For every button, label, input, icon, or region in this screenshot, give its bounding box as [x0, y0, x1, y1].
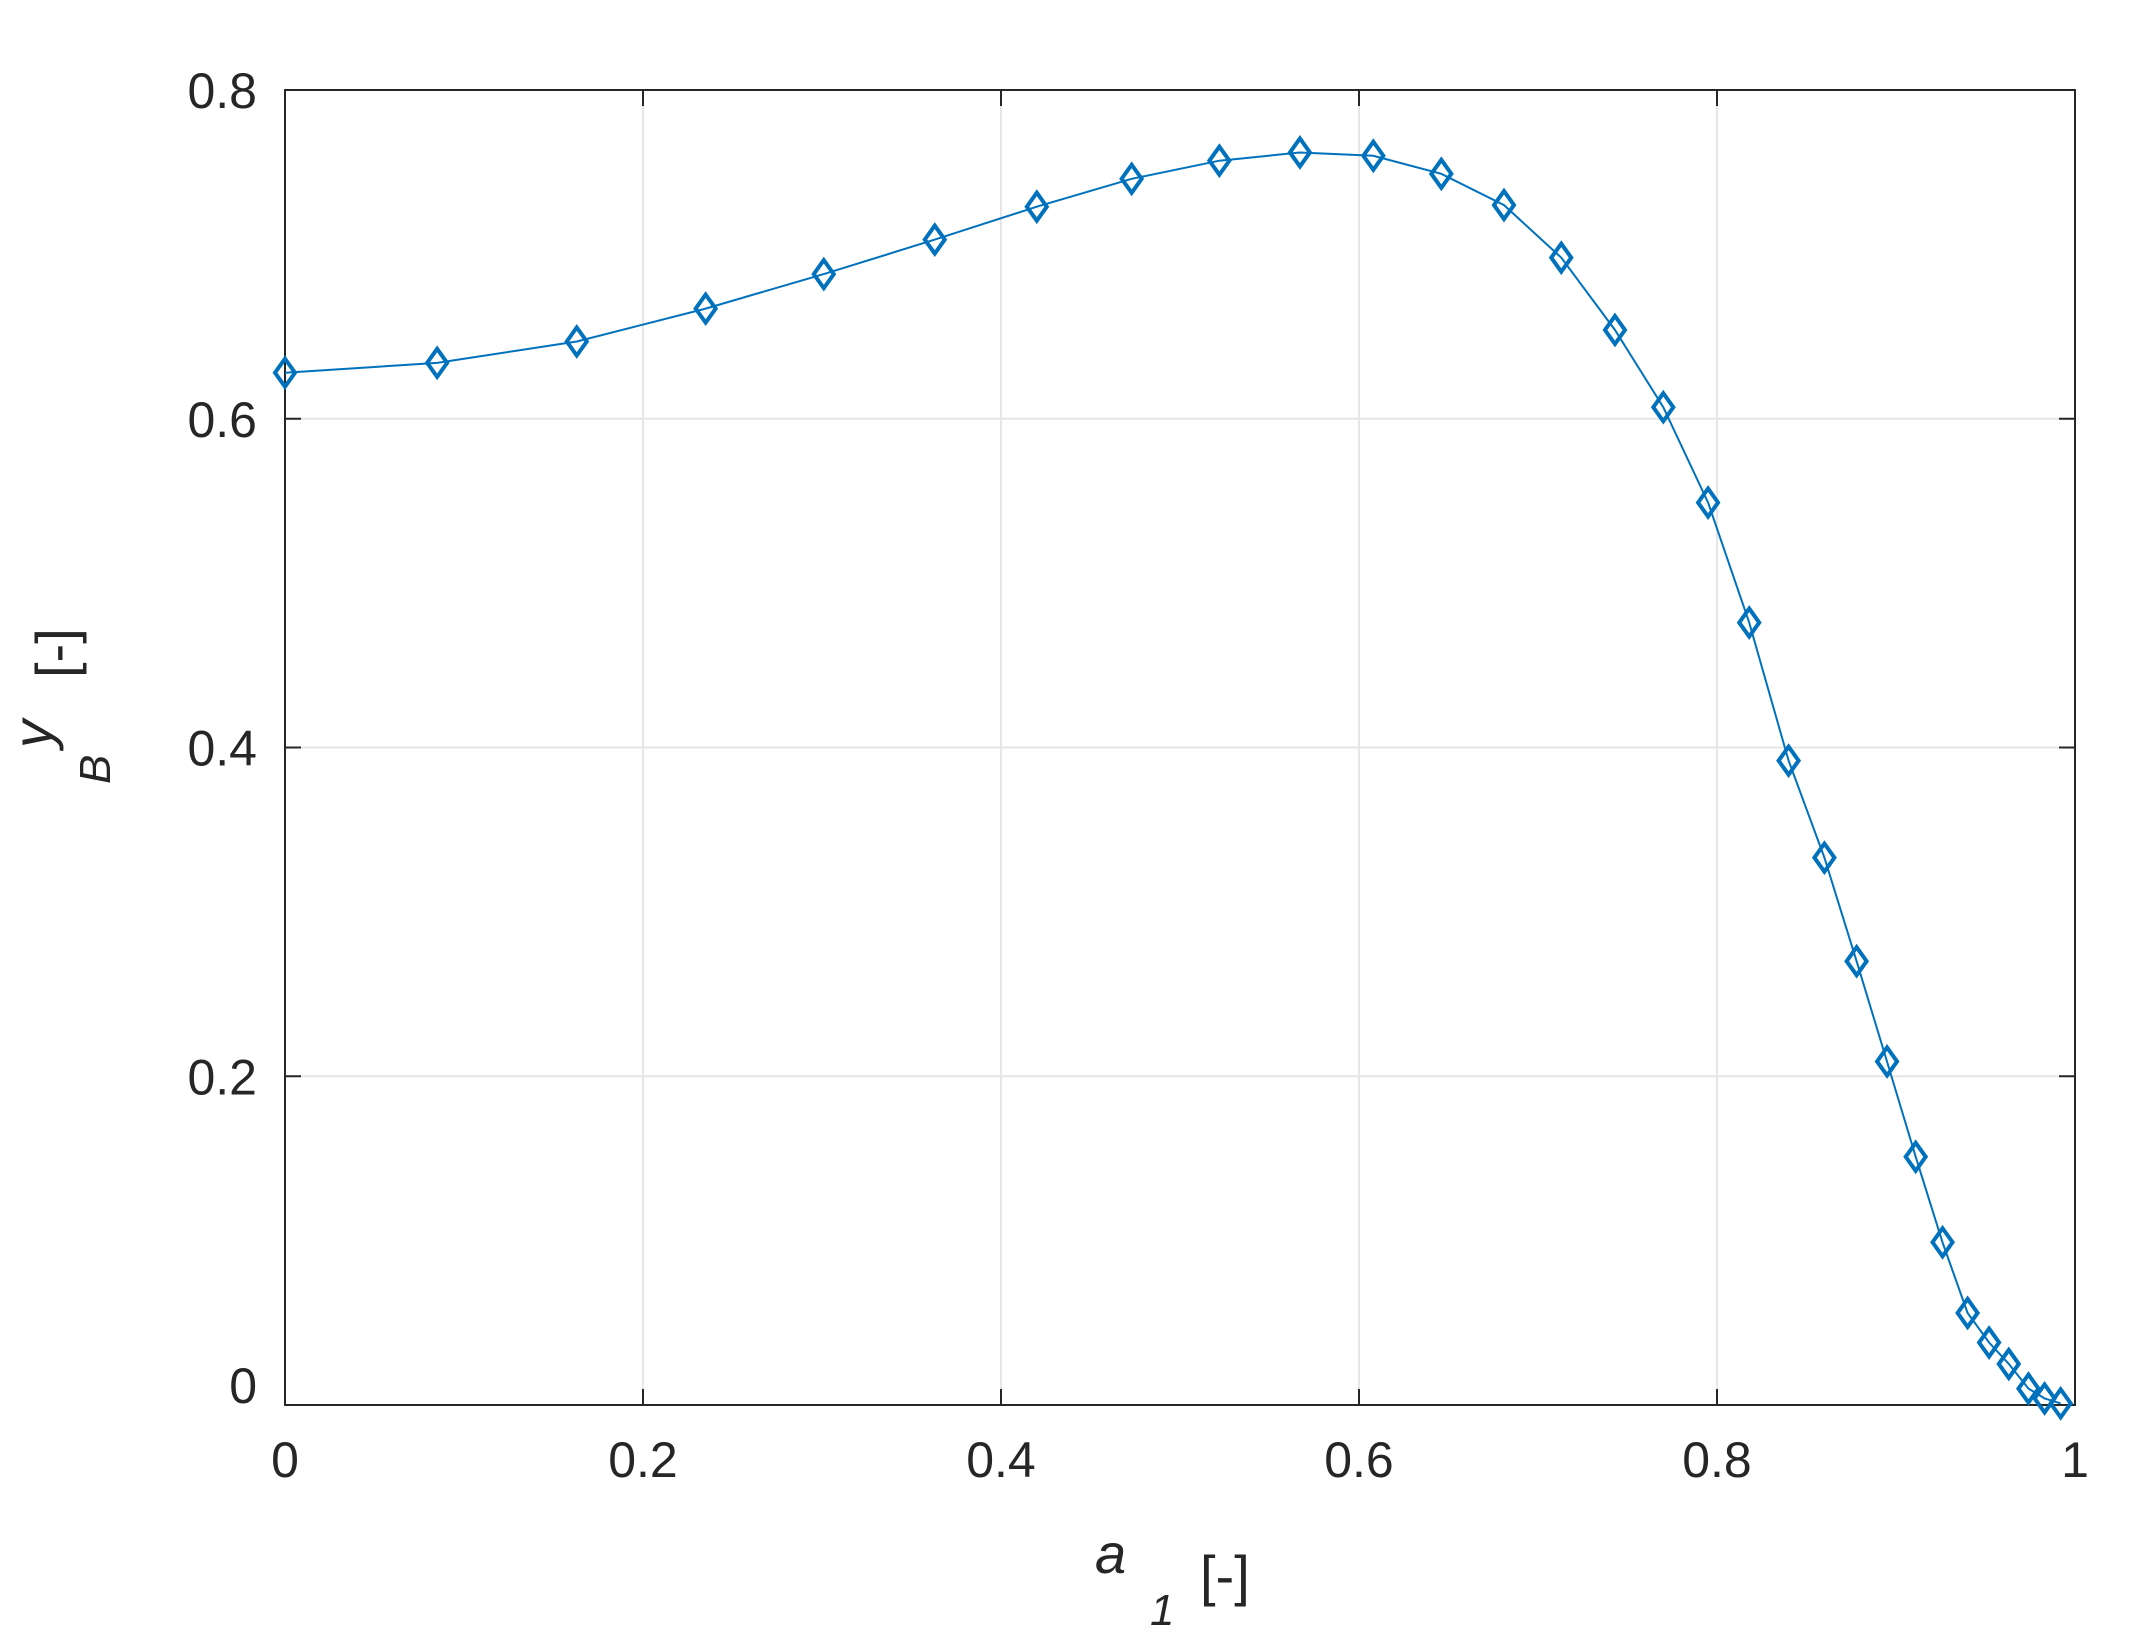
x-tick-label: 0.8: [1682, 1432, 1752, 1488]
axis-ticks: [284, 89, 2076, 1406]
data-point-marker: [1602, 312, 1628, 348]
data-point-marker: [1548, 240, 1574, 276]
data-point-marker: [1287, 135, 1313, 170]
grid: [285, 90, 2075, 1405]
y-tick-label: 0.4: [187, 721, 257, 777]
y-tick-label: 0: [229, 1358, 257, 1414]
data-point-marker: [922, 222, 948, 258]
x-axis-label-main: a: [1095, 1522, 1126, 1585]
x-axis-label-unit: [-]: [1200, 1544, 1250, 1607]
y-axis-label-group: y B [-]: [1, 628, 122, 784]
data-point-marker: [1811, 840, 1837, 876]
data-point-marker: [1360, 138, 1386, 174]
x-tick-labels: 0 0.2 0.4 0.6 0.8 1: [271, 1432, 2089, 1488]
y-tick-label: 0.2: [187, 1049, 257, 1105]
data-point-marker: [424, 345, 450, 381]
data-point-marker: [1844, 943, 1870, 979]
y-axis-label-subscript: B: [71, 755, 120, 784]
data-point-marker: [1428, 156, 1454, 192]
x-tick-label: 0.2: [608, 1432, 678, 1488]
data-point-marker: [2016, 1371, 2041, 1407]
data-point-marker: [1976, 1325, 2002, 1360]
data-point-marker: [1955, 1295, 1981, 1331]
x-tick-label: 0.6: [1324, 1432, 1394, 1488]
y-axis-label-main: y: [1, 717, 64, 752]
data-point-marker: [1874, 1044, 1900, 1079]
y-tick-label: 0.6: [187, 392, 257, 448]
data-point-marker: [1119, 161, 1145, 197]
series-line: [284, 151, 2061, 1405]
data-point-marker: [1491, 187, 1517, 223]
data-point-marker: [2048, 1385, 2074, 1421]
data-point-marker: [564, 324, 590, 359]
data-point-marker: [811, 256, 837, 292]
data-point-marker: [272, 355, 298, 391]
y-tick-label: 0.8: [187, 63, 257, 119]
data-point-marker: [1024, 189, 1050, 225]
x-axis-label-subscript: 1: [1150, 1586, 1174, 1635]
x-tick-label: 1: [2061, 1432, 2089, 1488]
x-tick-label: 0.4: [966, 1432, 1036, 1488]
data-point-marker: [2032, 1380, 2058, 1416]
data-point-marker: [693, 291, 719, 327]
y-tick-labels: 0 0.2 0.4 0.6 0.8: [187, 63, 257, 1414]
y-axis-label-unit: [-]: [24, 628, 87, 678]
data-point-marker: [1776, 743, 1802, 779]
data-point-marker: [1996, 1346, 2022, 1382]
series-markers: [272, 135, 2074, 1421]
data-point-marker: [1930, 1224, 1955, 1260]
data-point-marker: [1736, 605, 1762, 641]
data-point-marker: [1650, 389, 1676, 425]
data-point-marker: [1695, 485, 1721, 521]
data-point-marker: [1206, 143, 1232, 179]
x-tick-label: 0: [271, 1432, 299, 1488]
data-point-marker: [1903, 1139, 1929, 1175]
x-axis-label: a 1 [-]: [1095, 1522, 1250, 1637]
y-axis-label: y B [-]: [1, 628, 122, 784]
